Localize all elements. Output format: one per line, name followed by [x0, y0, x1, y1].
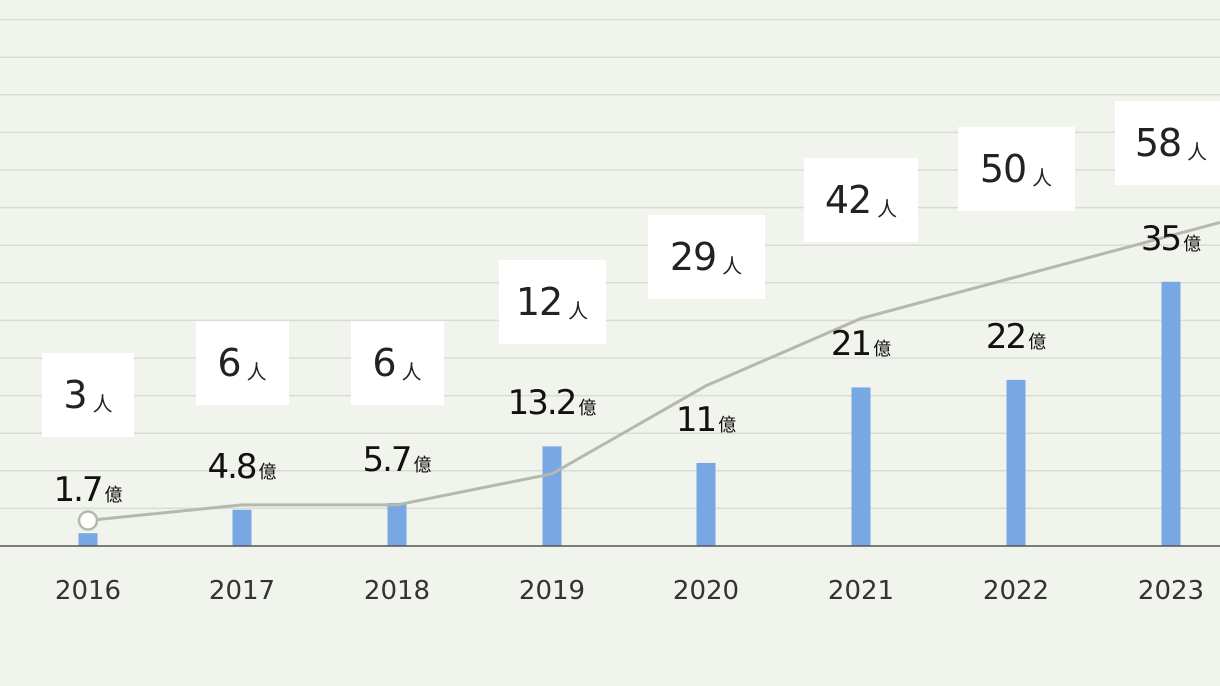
count-number: 29: [669, 235, 717, 279]
value-unit: 億: [413, 454, 432, 476]
bar-2017: [232, 509, 252, 546]
value-number: 21: [830, 324, 872, 365]
employee-line-path: [87, 221, 1220, 522]
count-number: 58: [1134, 121, 1182, 165]
x-tick-label: 2021: [827, 576, 895, 606]
value-number: 35: [1140, 218, 1182, 259]
value-number: 4.8: [207, 446, 257, 487]
bar-value-label: 11 億: [676, 403, 736, 437]
count-number: 12: [515, 280, 563, 324]
x-tick-label: 2020: [672, 576, 740, 606]
line-start-marker: [77, 510, 99, 531]
x-tick-label: 2018: [363, 576, 431, 606]
employee-line: [77, 221, 1220, 531]
x-tick-label: 2019: [518, 576, 586, 606]
value-unit: 億: [873, 339, 892, 361]
x-tick-label: 2022: [982, 576, 1050, 606]
bar-2019: [542, 446, 562, 546]
count-number: 6: [372, 341, 396, 385]
bar-value-label: 22 億: [986, 320, 1046, 354]
count-unit: 人: [722, 253, 743, 278]
employee-count-box: 42 人: [804, 158, 918, 242]
count-unit: 人: [568, 298, 589, 323]
count-unit: 人: [401, 359, 422, 384]
count-unit: 人: [92, 391, 113, 416]
bar-value-label: 13.2 億: [508, 386, 597, 420]
count-unit: 人: [877, 196, 898, 221]
bar-2018: [387, 502, 407, 546]
value-unit: 億: [578, 398, 597, 420]
bar-value-label: 5.7 億: [362, 443, 431, 477]
value-unit: 億: [258, 461, 277, 483]
gridlines: [0, 18, 1220, 510]
bar-value-label: 4.8 億: [207, 450, 276, 484]
x-tick-label: 2017: [208, 576, 276, 606]
count-unit: 人: [1032, 165, 1053, 190]
value-number: 11: [675, 399, 717, 440]
count-unit: 人: [1187, 139, 1208, 164]
x-tick-label: 2023: [1137, 576, 1205, 606]
count-number: 50: [979, 147, 1027, 191]
value-number: 5.7: [362, 439, 412, 480]
employee-count-box: 12 人: [498, 260, 606, 344]
bar-2020: [696, 462, 716, 546]
count-number: 42: [824, 178, 872, 222]
value-number: 1.7: [53, 470, 103, 511]
value-number: 22: [985, 316, 1027, 357]
bar-value-label: 1.7 億: [53, 473, 122, 507]
count-unit: 人: [246, 359, 267, 384]
bar-2022: [1006, 379, 1026, 546]
value-unit: 億: [104, 485, 123, 507]
value-number: 13.2: [507, 383, 578, 424]
bar-2016: [78, 533, 98, 546]
employee-count-box: 50 人: [957, 127, 1075, 211]
count-number: 6: [217, 341, 241, 385]
bars: [78, 281, 1181, 546]
x-tick-label: 2016: [54, 576, 122, 606]
employee-count-box: 29 人: [647, 215, 765, 299]
value-unit: 億: [1028, 331, 1047, 353]
value-unit: 億: [1183, 233, 1202, 255]
bar-2023: [1161, 281, 1181, 546]
bar-2021: [851, 387, 871, 546]
bar-value-label: 21 億: [831, 327, 891, 361]
count-number: 3: [63, 373, 87, 417]
employee-count-box: 58 人: [1115, 101, 1220, 185]
bar-value-label: 35 億: [1141, 222, 1201, 256]
value-unit: 億: [718, 414, 737, 436]
